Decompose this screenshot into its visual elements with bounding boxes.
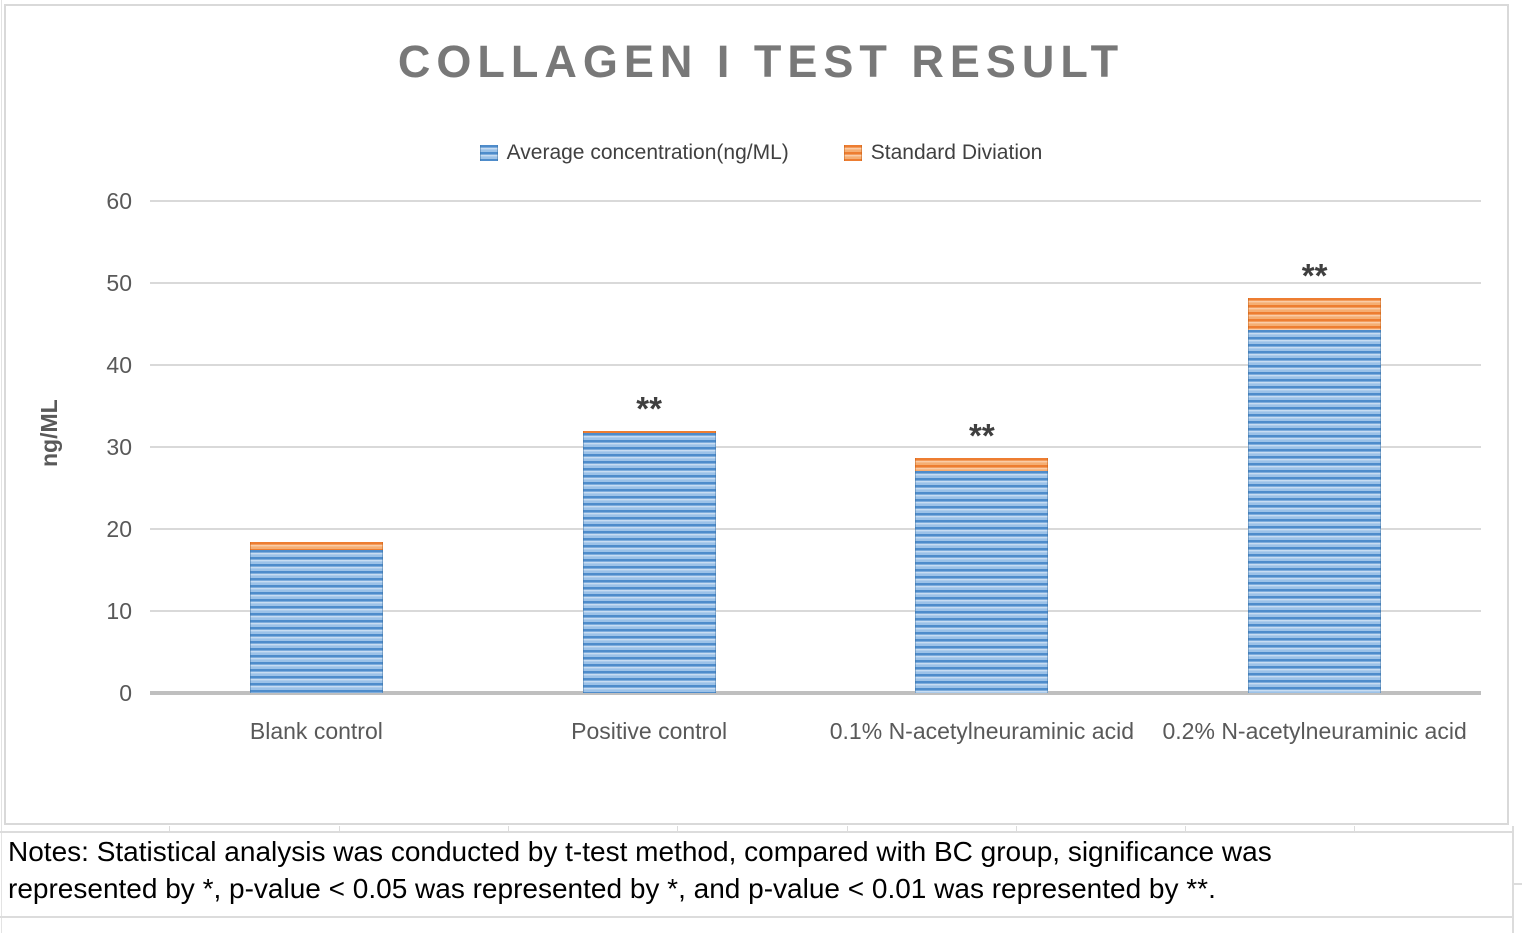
sheet-column-tick: [847, 826, 848, 831]
x-category-label-3: 0.1% N-acetylneuraminic acid: [829, 718, 1134, 744]
gridline-y-50: [150, 282, 1481, 284]
bar-average-concentration[interactable]: [582, 433, 716, 693]
sheet-column-tick: [508, 826, 509, 831]
legend-item-standard-deviation[interactable]: Standard Diviation: [843, 141, 1043, 165]
sheet-column-gridline-left: [1, 0, 2, 933]
bar-average-concentration[interactable]: [915, 470, 1049, 693]
gridline-y-30: [150, 446, 1481, 448]
chart-title: COLLAGEN I TEST RESULT: [397, 36, 1125, 87]
sheet-column-gridline-right: [1512, 826, 1514, 933]
legend-swatch-blue-icon: [479, 145, 498, 161]
legend-swatch-orange-icon: [843, 145, 862, 161]
gridline-y-40: [150, 364, 1481, 366]
y-tick-label-60: 60: [106, 188, 132, 214]
bar-group-4[interactable]: **: [1248, 259, 1382, 693]
x-category-label-4: 0.2% N-acetylneuraminic acid: [1162, 718, 1467, 744]
legend-label: Standard Diviation: [870, 141, 1043, 164]
bar-average-concentration[interactable]: [249, 549, 383, 693]
x-axis-line: [150, 691, 1481, 695]
plot-area: ** ** **: [150, 200, 1481, 695]
bar-standard-deviation[interactable]: [1248, 297, 1382, 330]
sheet-row-gridline-right: [1514, 883, 1522, 885]
legend-item-average-concentration[interactable]: Average concentration(ng/ML): [479, 141, 789, 165]
gridline-y-60: [150, 200, 1481, 202]
bar-standard-deviation[interactable]: [915, 457, 1049, 471]
y-tick-label-30: 30: [106, 434, 132, 460]
gridline-y-10: [150, 610, 1481, 612]
y-tick-label-10: 10: [106, 598, 132, 624]
bar-average-concentration[interactable]: [1248, 329, 1382, 693]
notes-line-2: represented by *, p-value < 0.05 was rep…: [8, 873, 1216, 904]
sheet-column-tick: [1354, 826, 1355, 831]
bar-standard-deviation[interactable]: [582, 430, 716, 434]
sheet-row-gridline-top: [0, 831, 1513, 833]
gridline-y-20: [150, 528, 1481, 530]
y-tick-label-20: 20: [106, 516, 132, 542]
notes-line-1: Notes: Statistical analysis was conducte…: [8, 836, 1272, 867]
legend-label: Average concentration(ng/ML): [506, 141, 789, 164]
significance-label: **: [969, 416, 995, 454]
sheet-column-tick: [169, 826, 170, 831]
x-category-label-1: Blank control: [249, 718, 383, 744]
y-tick-label-40: 40: [106, 352, 132, 378]
x-category-label-2: Positive control: [571, 718, 728, 744]
sheet-column-tick: [1016, 826, 1017, 831]
significance-label: **: [636, 389, 662, 427]
bar-group-3[interactable]: **: [915, 419, 1049, 693]
y-tick-label-50: 50: [106, 270, 132, 296]
sheet-column-tick: [339, 826, 340, 831]
sheet-column-tick: [1185, 826, 1186, 831]
sheet-column-tick: [677, 826, 678, 831]
significance-label: **: [1301, 256, 1328, 294]
y-tick-label-0: 0: [119, 680, 132, 706]
bar-group-2[interactable]: **: [582, 392, 716, 693]
sheet-row-gridline-bottom: [0, 916, 1513, 918]
bar-group-1[interactable]: [249, 542, 383, 693]
notes-text: Notes: Statistical analysis was conducte…: [8, 833, 1508, 907]
chart-legend: Average concentration(ng/ML) Standard Di…: [0, 141, 1522, 165]
bar-standard-deviation[interactable]: [249, 542, 383, 550]
